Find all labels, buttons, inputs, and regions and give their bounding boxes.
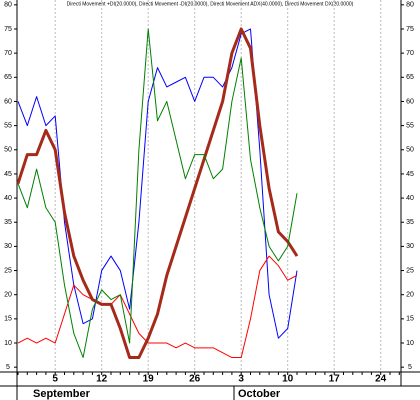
y-tick-label: 40 (4, 195, 12, 202)
month-label: September (33, 388, 91, 400)
month-label: October (238, 388, 281, 400)
y-tick-label-right: 25 (406, 267, 414, 274)
y-tick-label-right: 5 (408, 364, 412, 371)
x-tick-label: 24 (375, 374, 387, 385)
series-line (16, 27, 299, 360)
y-tick-label: 60 (4, 98, 12, 105)
y-tick-label: 30 (4, 243, 12, 250)
y-tick-label-right: 70 (406, 50, 414, 57)
y-tick-label-right: 50 (406, 147, 414, 154)
y-tick-label: 10 (4, 340, 12, 347)
x-tick-label: 17 (329, 374, 341, 385)
y-tick-label-right: 15 (406, 316, 414, 323)
y-tick-label-right: 80 (406, 2, 414, 9)
y-tick-label: 15 (4, 316, 12, 323)
y-tick-label-right: 10 (406, 340, 414, 347)
x-tick-label: 10 (282, 374, 294, 385)
y-tick-label: 35 (4, 219, 12, 226)
y-tick-label-right: 75 (406, 26, 414, 33)
y-tick-label-right: 45 (406, 171, 414, 178)
y-tick-label-right: 40 (406, 195, 414, 202)
y-tick-label: 25 (4, 267, 12, 274)
chart-title: Directi Movement +DI(20.0000), Directi M… (67, 1, 354, 7)
series-line (17, 255, 298, 359)
x-tick-label: 26 (189, 374, 201, 385)
y-tick-label: 75 (4, 26, 12, 33)
x-tick-label: 5 (52, 374, 58, 385)
series-line (17, 28, 298, 359)
x-tick-label: 19 (143, 374, 155, 385)
y-tick-label: 55 (4, 122, 12, 129)
y-tick-label: 80 (4, 2, 12, 9)
y-tick-label: 65 (4, 74, 12, 81)
x-tick-label: 12 (96, 374, 108, 385)
y-tick-label-right: 65 (406, 74, 414, 81)
y-tick-label: 5 (6, 364, 10, 371)
x-tick-label: 3 (238, 374, 244, 385)
y-tick-label-right: 30 (406, 243, 414, 250)
y-tick-label: 70 (4, 50, 12, 57)
y-tick-label: 45 (4, 171, 12, 178)
y-tick-label-right: 60 (406, 98, 414, 105)
y-tick-label-right: 20 (406, 292, 414, 299)
series-line (17, 28, 298, 339)
y-tick-label: 20 (4, 292, 12, 299)
y-tick-label-right: 35 (406, 219, 414, 226)
y-tick-label: 50 (4, 147, 12, 154)
y-tick-label-right: 55 (406, 122, 414, 129)
